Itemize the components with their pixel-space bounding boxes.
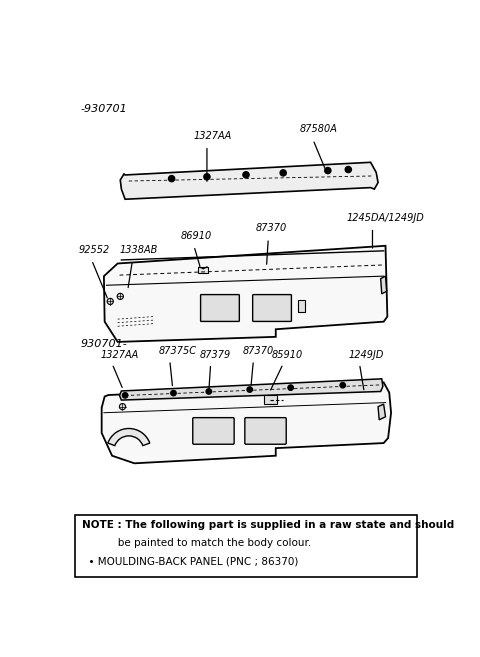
Polygon shape <box>120 162 378 199</box>
Circle shape <box>107 298 113 304</box>
FancyBboxPatch shape <box>201 294 240 321</box>
Circle shape <box>345 166 351 173</box>
Text: 87379: 87379 <box>200 350 231 359</box>
Text: 87370: 87370 <box>242 346 274 356</box>
FancyBboxPatch shape <box>245 418 286 444</box>
Wedge shape <box>108 428 150 445</box>
Circle shape <box>204 173 210 180</box>
Polygon shape <box>120 379 383 400</box>
Text: 92552: 92552 <box>79 245 110 255</box>
Polygon shape <box>102 382 391 463</box>
Bar <box>264 394 277 403</box>
Bar <box>298 300 305 311</box>
Text: 1327AA: 1327AA <box>194 131 232 141</box>
FancyBboxPatch shape <box>193 418 234 444</box>
Text: 1249JD: 1249JD <box>348 350 384 359</box>
Text: • MOULDING-BACK PANEL (PNC ; 86370): • MOULDING-BACK PANEL (PNC ; 86370) <box>82 556 298 566</box>
Text: 930701-: 930701- <box>81 339 127 349</box>
Text: 87370: 87370 <box>255 223 287 233</box>
Circle shape <box>120 403 126 410</box>
Text: 85910: 85910 <box>272 350 303 359</box>
Text: -930701: -930701 <box>81 104 127 114</box>
Circle shape <box>340 382 346 388</box>
Text: be painted to match the body colour.: be painted to match the body colour. <box>82 538 311 548</box>
Circle shape <box>325 168 331 173</box>
Bar <box>75 515 417 577</box>
Text: NOTE : The following part is supplied in a raw state and should: NOTE : The following part is supplied in… <box>82 520 454 530</box>
Circle shape <box>168 175 175 182</box>
FancyBboxPatch shape <box>252 294 291 321</box>
Text: 1327AA: 1327AA <box>101 350 139 359</box>
Circle shape <box>117 293 123 300</box>
Text: 1338AB: 1338AB <box>120 245 158 255</box>
Circle shape <box>243 171 249 178</box>
Text: 86910: 86910 <box>181 231 212 240</box>
Text: 87375C: 87375C <box>158 346 197 356</box>
Circle shape <box>280 170 286 176</box>
Circle shape <box>288 385 293 390</box>
Polygon shape <box>381 276 386 294</box>
Text: 87580A: 87580A <box>300 124 338 135</box>
Circle shape <box>247 387 252 392</box>
Bar <box>198 267 208 273</box>
Polygon shape <box>378 404 385 420</box>
Circle shape <box>122 393 128 398</box>
Circle shape <box>206 389 212 394</box>
Polygon shape <box>104 246 387 342</box>
Circle shape <box>171 390 176 396</box>
Text: 1245DA/1249JD: 1245DA/1249JD <box>347 212 424 223</box>
